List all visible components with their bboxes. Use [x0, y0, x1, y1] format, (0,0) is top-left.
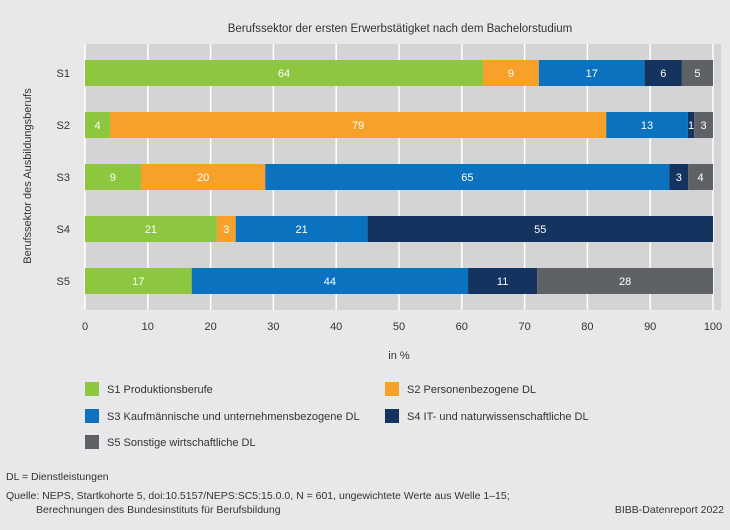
x-tick-label: 90	[644, 321, 656, 333]
bar-segment	[537, 268, 713, 294]
data-label: 1	[688, 120, 694, 132]
bar-segment	[110, 112, 607, 138]
data-label: 4	[698, 172, 704, 184]
y-tick-label: S4	[57, 224, 70, 236]
footnote-abbreviation: DL = Dienstleistungen	[6, 471, 109, 483]
y-tick-label: S3	[57, 172, 70, 184]
data-label: 3	[701, 120, 707, 132]
bar-segment	[235, 216, 368, 242]
y-tick-label: S1	[57, 68, 70, 80]
legend-label: S4 IT- und naturwissenschaftliche DL	[407, 411, 589, 423]
data-label: 28	[619, 276, 631, 288]
data-label: 3	[676, 172, 682, 184]
data-label: 17	[586, 68, 598, 80]
data-label: 44	[324, 276, 336, 288]
legend-label: S1 Produktionsberufe	[107, 384, 213, 396]
bar-segment	[644, 60, 682, 86]
x-tick-label: 80	[581, 321, 593, 333]
data-label: 65	[461, 172, 473, 184]
bar-segment	[669, 164, 689, 190]
legend-swatch	[85, 409, 99, 423]
bar-segment	[85, 268, 192, 294]
bar-segment	[216, 216, 236, 242]
legend-label: S2 Personenbezogene DL	[407, 384, 536, 396]
bar-segment	[694, 112, 713, 138]
bar-segment	[85, 112, 111, 138]
data-label: 4	[94, 120, 100, 132]
credit: BIBB-Datenreport 2022	[614, 504, 724, 516]
data-label: 11	[497, 276, 508, 288]
x-tick-label: 20	[204, 321, 216, 333]
bar-segment	[681, 60, 713, 86]
data-label: 55	[534, 224, 546, 236]
y-tick-label: S2	[57, 120, 70, 132]
legend-swatch	[385, 409, 399, 423]
legend-label: S5 Sonstige wirtschaftliche DL	[107, 437, 256, 449]
data-label: 9	[110, 172, 116, 184]
source-line-1: Quelle: NEPS, Startkohorte 5, doi:10.515…	[6, 490, 510, 502]
bar-segment	[367, 216, 713, 242]
bar-segment	[191, 268, 469, 294]
data-label: 20	[197, 172, 209, 184]
data-label: 21	[145, 224, 157, 236]
data-label: 5	[694, 68, 700, 80]
data-label: 79	[352, 120, 364, 132]
bar-segment	[265, 164, 670, 190]
legend-swatch	[85, 382, 99, 396]
y-axis-label: Berufssektor des Ausbildungsberufs	[22, 88, 34, 264]
data-label: 64	[278, 68, 290, 80]
bar-segment	[538, 60, 645, 86]
bar-segment	[687, 112, 695, 138]
x-tick-label: 100	[704, 321, 722, 333]
data-label: 9	[508, 68, 514, 80]
bar-segment	[468, 268, 538, 294]
stacked-bar-chart: Berufssektor der ersten Erwerbstätigket …	[22, 23, 722, 449]
x-tick-label: 50	[393, 321, 405, 333]
y-tick-label: S5	[57, 276, 70, 288]
bar-segment	[85, 216, 217, 242]
bar-segment	[688, 164, 713, 190]
data-label: 13	[641, 120, 653, 132]
source-line-2: Berechnungen des Bundesinstituts für Ber…	[36, 504, 281, 516]
x-tick-label: 70	[518, 321, 530, 333]
data-label: 21	[296, 224, 308, 236]
chart-title: Berufssektor der ersten Erwerbstätigket …	[228, 23, 573, 35]
x-tick-label: 0	[82, 321, 88, 333]
legend-label: S3 Kaufmännische und unternehmensbezogen…	[107, 411, 360, 423]
x-tick-label: 40	[330, 321, 342, 333]
bar-segment	[140, 164, 266, 190]
bar-segment	[85, 164, 141, 190]
data-label: 17	[132, 276, 144, 288]
x-tick-label: 10	[142, 321, 154, 333]
bar-segment	[482, 60, 539, 86]
x-tick-label: 30	[267, 321, 279, 333]
data-label: 6	[660, 68, 666, 80]
bar-segment	[85, 60, 483, 86]
legend-swatch	[385, 382, 399, 396]
bar-segment	[606, 112, 688, 138]
data-label: 3	[223, 224, 229, 236]
x-axis-label: in %	[388, 350, 410, 362]
legend-swatch	[85, 435, 99, 449]
x-tick-label: 60	[456, 321, 468, 333]
